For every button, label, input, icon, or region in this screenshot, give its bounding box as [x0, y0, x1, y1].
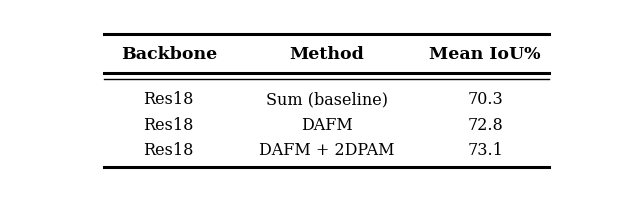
Text: Res18: Res18	[144, 117, 194, 134]
Text: Res18: Res18	[144, 142, 194, 159]
Text: DAFM: DAFM	[301, 117, 353, 134]
Text: Res18: Res18	[144, 91, 194, 109]
Text: Method: Method	[290, 46, 364, 63]
Text: Sum (baseline): Sum (baseline)	[266, 91, 388, 109]
Text: 72.8: 72.8	[467, 117, 503, 134]
Text: DAFM + 2DPAM: DAFM + 2DPAM	[259, 142, 395, 159]
Text: 70.3: 70.3	[467, 91, 503, 109]
Text: Backbone: Backbone	[121, 46, 217, 63]
Text: 73.1: 73.1	[467, 142, 503, 159]
Text: Mean IoU%: Mean IoU%	[429, 46, 541, 63]
